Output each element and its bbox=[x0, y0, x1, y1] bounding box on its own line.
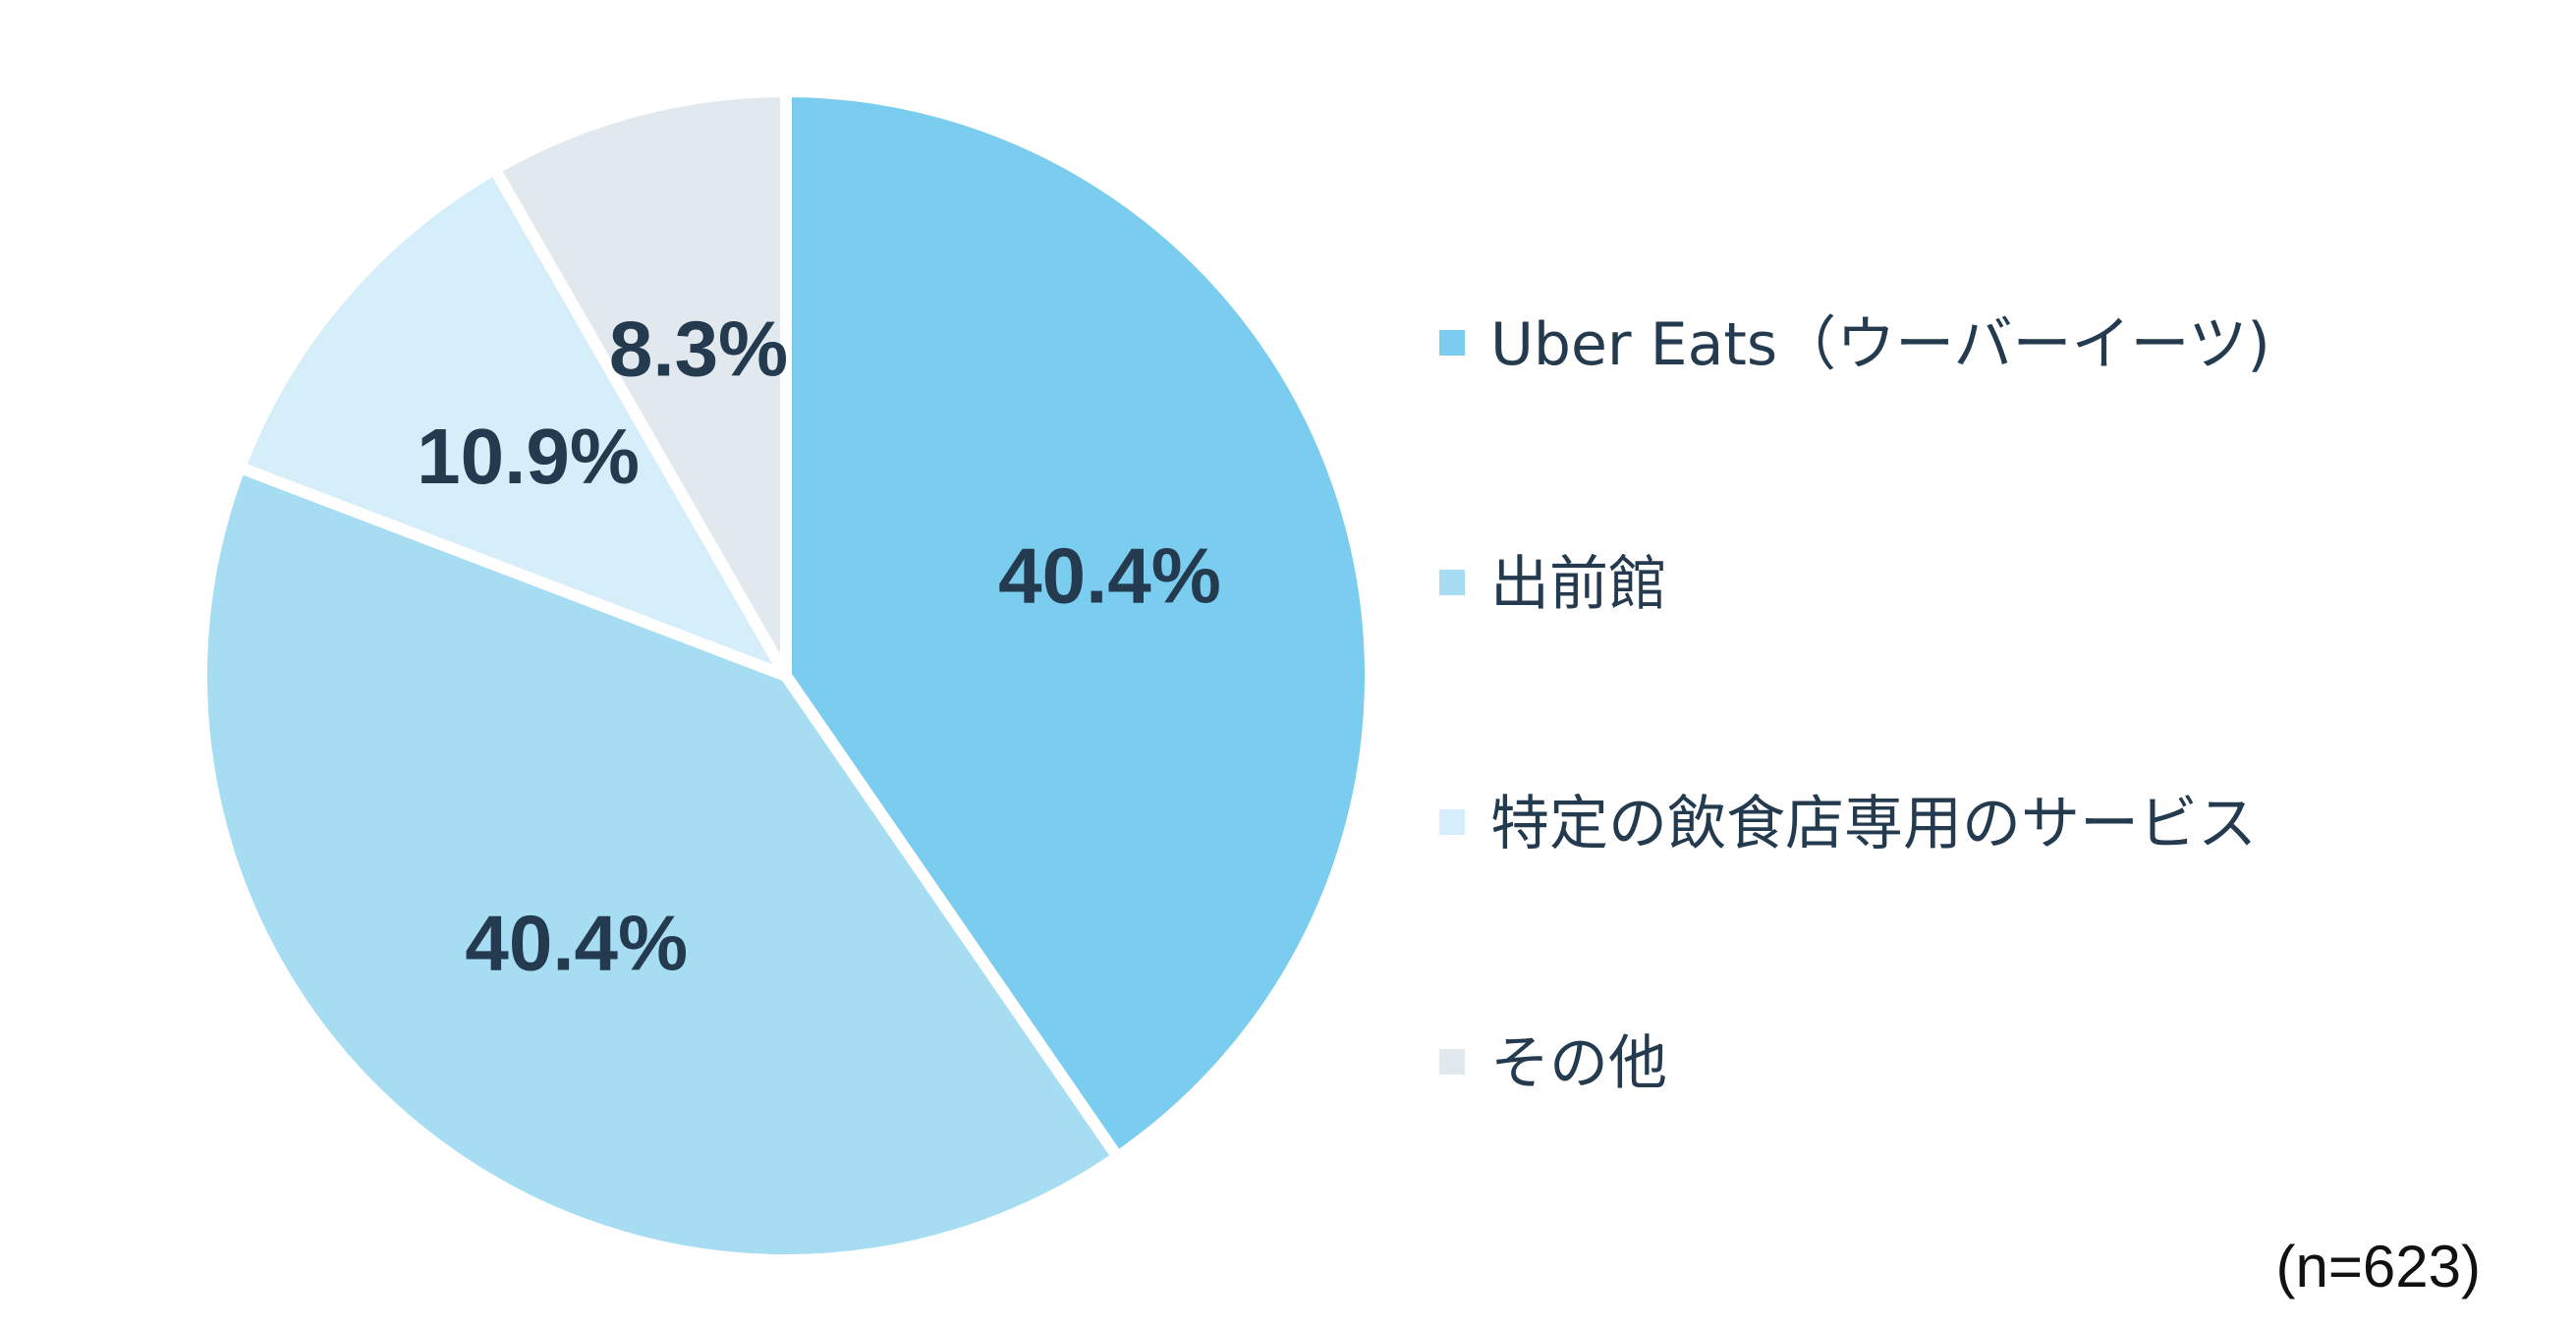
pie-slice-4 bbox=[488, 85, 792, 682]
legend-item-1: Uber Eats（ウーバーイーツ) bbox=[1439, 310, 2270, 379]
legend-swatch-3 bbox=[1439, 809, 1465, 835]
slice-label-4: 8.3% bbox=[609, 305, 788, 393]
legend-label-4: その他 bbox=[1490, 1029, 1667, 1098]
legend-swatch-2 bbox=[1439, 570, 1465, 595]
pie-slices bbox=[196, 85, 1376, 1266]
slice-label-3: 10.9% bbox=[417, 413, 640, 500]
sample-size-note: (n=623) bbox=[2276, 1234, 2481, 1299]
slice-label-2: 40.4% bbox=[465, 899, 688, 986]
slice-labels: 40.4% 40.4% 10.9% 8.3% bbox=[417, 305, 1221, 987]
legend-label-2: 出前館 bbox=[1490, 550, 1667, 619]
pie-slice-2 bbox=[196, 461, 1124, 1266]
pie-slice-1 bbox=[780, 85, 1376, 1163]
legend-swatch-4 bbox=[1439, 1049, 1465, 1075]
legend-item-3: 特定の飲食店専用のサービス bbox=[1439, 790, 2257, 858]
legend-item-4: その他 bbox=[1439, 1029, 1667, 1098]
legend-label-1: Uber Eats（ウーバーイーツ) bbox=[1490, 310, 2270, 379]
legend-item-2: 出前館 bbox=[1439, 550, 1667, 619]
legend-label-3: 特定の飲食店専用のサービス bbox=[1490, 790, 2257, 858]
legend-swatch-1 bbox=[1439, 330, 1465, 356]
slice-label-1: 40.4% bbox=[998, 531, 1221, 619]
pie-slice-3 bbox=[234, 163, 792, 682]
